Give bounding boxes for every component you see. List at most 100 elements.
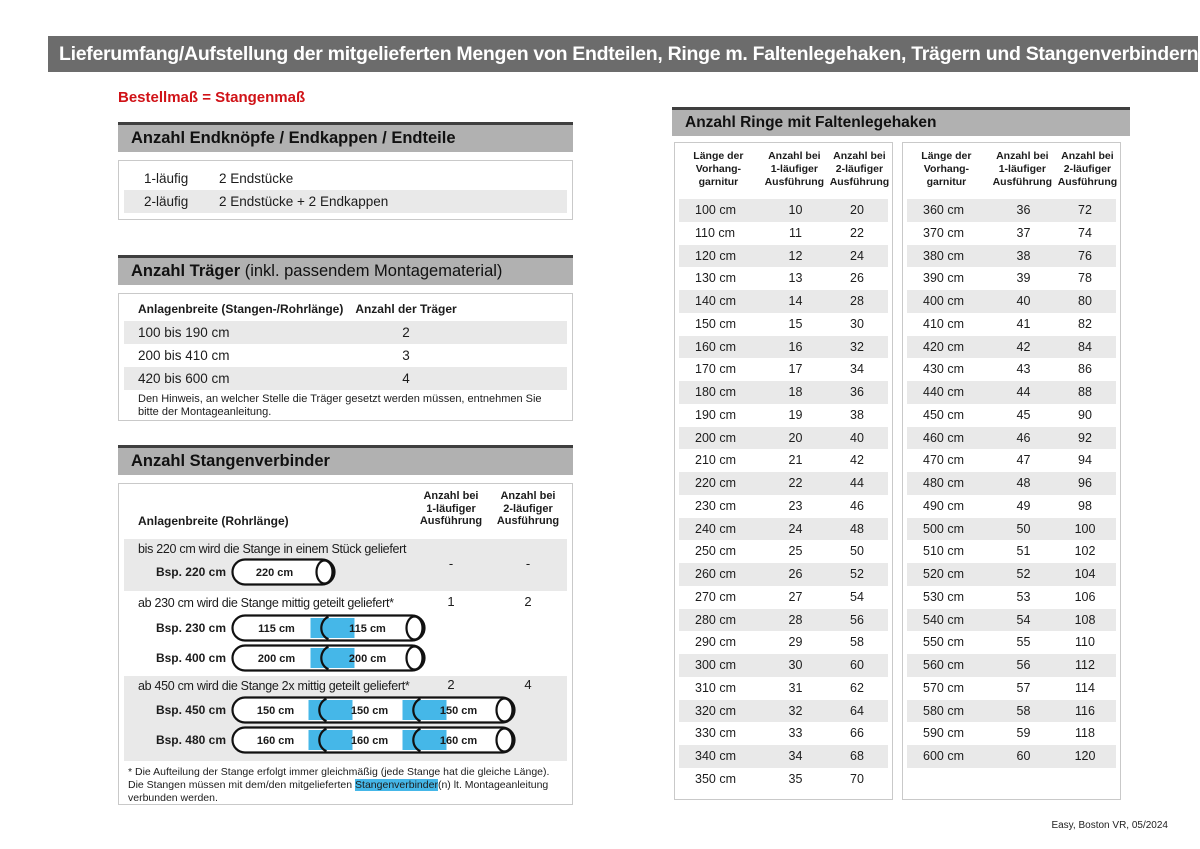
- garnitur-length: 520 cm: [923, 567, 964, 581]
- garnitur-length: 220 cm: [695, 476, 736, 490]
- ring-count: 48: [1016, 476, 1031, 490]
- garnitur-length: 430 cm: [923, 362, 964, 377]
- ring-row: 110 cm 11 22: [679, 222, 888, 245]
- count-2-laeufig: -: [525, 556, 531, 571]
- garnitur-length: 470 cm: [923, 453, 964, 468]
- ring-count: 114: [1075, 680, 1095, 695]
- ring-count: 32: [850, 339, 864, 354]
- ring-count: 90: [1078, 407, 1092, 422]
- rod-example-label: Bsp. 220 cm: [155, 565, 226, 579]
- ring-row: 260 cm 26 52: [679, 563, 888, 586]
- rod-example-label: Bsp. 450 cm: [155, 703, 226, 717]
- ring-count: 82: [1078, 316, 1092, 331]
- garnitur-length: 370 cm: [923, 225, 964, 240]
- ring-count: 22: [788, 476, 803, 490]
- rod-rule-text: ab 230 cm wird die Stange mittig geteilt…: [138, 596, 394, 610]
- svg-text:115 cm: 115 cm: [258, 623, 295, 635]
- column-header: Anzahl bei 2-läufiger Ausführung: [496, 490, 560, 527]
- ring-row: 120 cm 12 24: [679, 244, 888, 268]
- ring-count: 28: [788, 612, 803, 627]
- count-1-laeufig: -: [448, 556, 454, 571]
- ring-count: 84: [1078, 339, 1092, 354]
- count-1-laeufig: 1: [447, 594, 455, 609]
- garnitur-length: 330 cm: [695, 726, 736, 741]
- ring-row: 220 cm 22 44: [679, 472, 888, 495]
- table-row: 100 bis 190 cm 2: [124, 321, 567, 344]
- garnitur-length: 460 cm: [923, 430, 964, 445]
- ring-count: 31: [788, 680, 803, 695]
- garnitur-length: 150 cm: [695, 316, 736, 331]
- ring-count: 43: [1016, 362, 1031, 377]
- ring-count: 24: [788, 521, 803, 536]
- ring-count: 15: [788, 316, 803, 331]
- table-row: 1-läufig 2 Endstücke: [124, 167, 567, 190]
- ring-count: 66: [850, 726, 864, 741]
- ring-count: 104: [1074, 567, 1096, 581]
- column-header: Anlagenbreite (Rohrlänge): [138, 514, 289, 528]
- rings-table-header: Länge der Vorhang- garnitur Anzahl bei 1…: [903, 143, 1120, 199]
- ring-count: 53: [1016, 589, 1031, 604]
- ring-count: 33: [788, 726, 803, 741]
- count-2-laeufig: 2: [524, 594, 532, 609]
- ring-count: 56: [850, 612, 864, 627]
- rod-diagram: 150 cm 150 cm 150 cm: [231, 696, 516, 724]
- rod-rule-text: ab 450 cm wird die Stange 2x mittig gete…: [138, 679, 410, 693]
- width-range: 100 bis 190 cm: [138, 325, 230, 340]
- ring-row: 550 cm 55 110: [907, 631, 1116, 654]
- column-header: Anlagenbreite (Stangen-/Rohrlänge): [138, 302, 344, 316]
- garnitur-length: 240 cm: [695, 521, 736, 536]
- garnitur-length: 290 cm: [695, 635, 736, 650]
- ring-row: 100 cm 10 20: [679, 199, 888, 222]
- ring-count: 96: [1078, 476, 1092, 490]
- ring-row: 160 cm 16 32: [679, 335, 888, 359]
- ring-row: 460 cm 46 92: [907, 426, 1116, 450]
- ring-row: 170 cm 17 34: [679, 358, 888, 381]
- ring-row: 350 cm 35 70: [679, 768, 888, 791]
- ring-row: 240 cm 24 48: [679, 517, 888, 541]
- ring-count: 12: [788, 248, 803, 263]
- run-type-label: 2-läufig: [144, 194, 189, 209]
- ring-count: 24: [850, 248, 864, 263]
- garnitur-length: 310 cm: [695, 680, 736, 695]
- ring-count: 116: [1075, 703, 1095, 718]
- garnitur-length: 280 cm: [695, 612, 736, 627]
- ring-count: 42: [1016, 339, 1031, 354]
- column-header: Anzahl bei 1-läufiger Ausführung: [419, 490, 483, 527]
- section-title-bold: Anzahl Träger: [131, 262, 241, 280]
- ring-count: 68: [850, 749, 864, 763]
- garnitur-length: 590 cm: [923, 726, 964, 741]
- column-header: Anzahl der Träger: [355, 302, 457, 316]
- ring-count: 60: [850, 658, 864, 672]
- table-row: 200 bis 410 cm 3: [124, 344, 567, 367]
- ring-row: 330 cm 33 66: [679, 722, 888, 745]
- ring-row: 560 cm 56 112: [907, 654, 1116, 677]
- ring-row: 430 cm 43 86: [907, 358, 1116, 381]
- ring-count: 88: [1078, 385, 1092, 399]
- ring-count: 42: [850, 453, 864, 468]
- ring-count: 106: [1074, 589, 1096, 604]
- rod-example-label: Bsp. 230 cm: [155, 621, 226, 635]
- ring-count: 118: [1075, 726, 1095, 741]
- ring-count: 55: [1016, 635, 1031, 650]
- order-measure-note: Bestellmaß = Stangenmaß: [118, 89, 306, 106]
- ring-count: 37: [1016, 225, 1031, 240]
- garnitur-length: 180 cm: [695, 385, 736, 399]
- ring-row: 280 cm 28 56: [679, 608, 888, 632]
- ring-count: 74: [1078, 225, 1092, 240]
- ring-count: 40: [850, 430, 864, 445]
- ring-count: 39: [1016, 271, 1031, 286]
- svg-text:200 cm: 200 cm: [349, 653, 387, 665]
- ring-count: 52: [1016, 567, 1031, 581]
- ring-count: 80: [1078, 294, 1092, 308]
- ring-count: 47: [1016, 453, 1031, 468]
- ring-row: 580 cm 58 116: [907, 699, 1116, 723]
- ring-count: 86: [1078, 362, 1092, 377]
- ring-count: 19: [788, 407, 803, 422]
- ring-count: 27: [788, 589, 803, 604]
- ring-count: 36: [850, 385, 864, 399]
- svg-text:160 cm: 160 cm: [440, 735, 478, 747]
- svg-text:115 cm: 115 cm: [349, 623, 386, 635]
- ring-row: 500 cm 50 100: [907, 517, 1116, 541]
- ring-row: 490 cm 49 98: [907, 495, 1116, 518]
- ring-count: 28: [850, 294, 864, 308]
